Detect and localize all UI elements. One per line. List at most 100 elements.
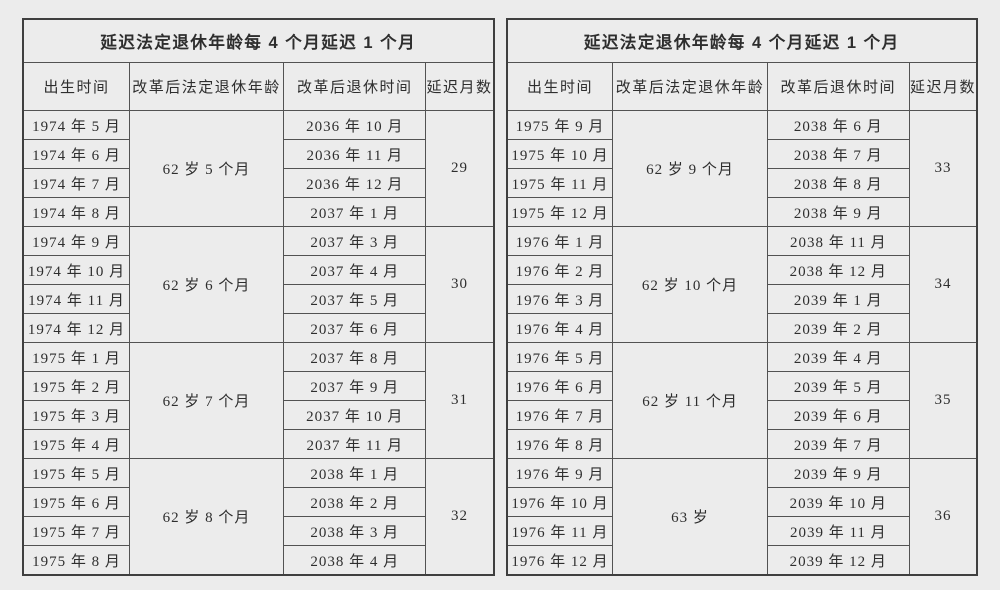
table-row: 1975 年 10 月 2038 年 7 月 (505, 139, 978, 169)
table-row: 1976 年 5 月 62 岁 11 个月 2039 年 4 月 35 (505, 342, 978, 459)
retirement-time-cell: 2037 年 8 月 (283, 342, 427, 372)
col-header-delay: 延迟月数 (425, 62, 494, 111)
table-row: 1975 年 2 月 2037 年 9 月 (22, 371, 494, 401)
retirement-age-cell: 62 岁 7 个月 (128, 342, 285, 459)
birth-month-cell: 1975 年 2 月 (22, 371, 130, 401)
table-row: 1974 年 5 月 62 岁 5 个月 2036 年 10 月 29 (22, 110, 494, 227)
table-title: 延迟法定退休年龄每 4 个月延迟 1 个月 (22, 18, 494, 63)
birth-month-cell: 1974 年 9 月 (22, 226, 130, 256)
retirement-time-cell: 2039 年 9 月 (766, 458, 910, 488)
table-row: 1975 年 3 月 2037 年 10 月 (22, 400, 494, 430)
table-row: 1975 年 4 月 2037 年 11 月 (22, 429, 494, 459)
retirement-time-cell: 2038 年 4 月 (283, 545, 427, 576)
birth-month-cell: 1974 年 6 月 (22, 139, 130, 169)
birth-month-cell: 1975 年 8 月 (22, 545, 130, 576)
delay-months-cell: 36 (908, 458, 978, 576)
retirement-age-cell: 62 岁 8 个月 (128, 458, 285, 576)
retirement-time-cell: 2038 年 11 月 (766, 226, 910, 256)
birth-month-cell: 1975 年 3 月 (22, 400, 130, 430)
retirement-age-cell: 62 岁 10 个月 (612, 226, 768, 343)
retirement-time-cell: 2038 年 9 月 (766, 197, 910, 227)
table-row: 1976 年 7 月 2039 年 6 月 (505, 400, 978, 430)
table-row: 1976 年 3 月 2039 年 1 月 (505, 284, 978, 314)
col-header-retire: 改革后退休时间 (283, 62, 427, 111)
table-row: 1974 年 7 月 2036 年 12 月 (22, 168, 494, 198)
birth-month-cell: 1976 年 1 月 (505, 226, 614, 256)
birth-month-cell: 1976 年 10 月 (505, 487, 614, 517)
retirement-age-cell: 62 岁 5 个月 (128, 110, 285, 227)
birth-month-cell: 1976 年 4 月 (505, 313, 614, 343)
table-row: 1975 年 11 月 2038 年 8 月 (505, 168, 978, 198)
table-row: 1976 年 1 月 62 岁 10 个月 2038 年 11 月 34 (505, 226, 978, 343)
delay-months-cell: 32 (425, 458, 494, 576)
table-row: 1976 年 2 月 2038 年 12 月 (505, 255, 978, 285)
table-row: 1975 年 12 月 2038 年 9 月 (505, 197, 978, 227)
birth-month-cell: 1976 年 9 月 (505, 458, 614, 488)
table-title-row: 延迟法定退休年龄每 4 个月延迟 1 个月 (506, 18, 978, 63)
column-header-row: 出生时间 改革后法定退休年龄 改革后退休时间 延迟月数 (505, 62, 978, 111)
delay-months-cell: 31 (425, 342, 494, 459)
table-row: 1974 年 8 月 2037 年 1 月 (22, 197, 494, 227)
retirement-time-cell: 2038 年 12 月 (766, 255, 910, 285)
delay-months-cell: 35 (908, 342, 978, 459)
birth-month-cell: 1975 年 11 月 (505, 168, 614, 198)
col-header-retire: 改革后退休时间 (766, 62, 910, 111)
table-row: 1975 年 1 月 62 岁 7 个月 2037 年 8 月 31 (22, 342, 494, 459)
birth-month-cell: 1976 年 2 月 (505, 255, 614, 285)
birth-month-cell: 1975 年 5 月 (22, 458, 130, 488)
retirement-time-cell: 2038 年 8 月 (766, 168, 910, 198)
retirement-time-cell: 2039 年 11 月 (766, 516, 910, 546)
retirement-time-cell: 2038 年 6 月 (766, 110, 910, 140)
table-row: 1976 年 12 月 2039 年 12 月 (505, 545, 978, 576)
col-header-birth: 出生时间 (22, 62, 130, 111)
column-header-row: 出生时间 改革后法定退休年龄 改革后退休时间 延迟月数 (22, 62, 494, 111)
table-row: 1975 年 8 月 2038 年 4 月 (22, 545, 494, 576)
retirement-time-cell: 2039 年 1 月 (766, 284, 910, 314)
table-row: 1974 年 12 月 2037 年 6 月 (22, 313, 494, 343)
retirement-time-cell: 2039 年 7 月 (766, 429, 910, 459)
table-row: 1975 年 6 月 2038 年 2 月 (22, 487, 494, 517)
retirement-age-cell: 63 岁 (612, 458, 768, 576)
birth-month-cell: 1975 年 9 月 (505, 110, 614, 140)
retirement-time-cell: 2039 年 12 月 (766, 545, 910, 576)
birth-month-cell: 1975 年 10 月 (505, 139, 614, 169)
retirement-time-cell: 2037 年 10 月 (283, 400, 427, 430)
retirement-time-cell: 2037 年 6 月 (283, 313, 427, 343)
birth-month-cell: 1974 年 7 月 (22, 168, 130, 198)
retirement-table-right: 延迟法定退休年龄每 4 个月延迟 1 个月 出生时间 改革后法定退休年龄 改革后退休时… (505, 18, 978, 576)
col-header-delay: 延迟月数 (908, 62, 978, 111)
delay-months-cell: 30 (425, 226, 494, 343)
birth-month-cell: 1976 年 6 月 (505, 371, 614, 401)
retirement-time-cell: 2037 年 9 月 (283, 371, 427, 401)
birth-month-cell: 1975 年 4 月 (22, 429, 130, 459)
birth-month-cell: 1974 年 10 月 (22, 255, 130, 285)
birth-month-cell: 1976 年 7 月 (505, 400, 614, 430)
retirement-time-cell: 2038 年 7 月 (766, 139, 910, 169)
retirement-table-left: 延迟法定退休年龄每 4 个月延迟 1 个月 出生时间 改革后法定退休年龄 改革后退休时… (22, 18, 495, 576)
birth-month-cell: 1974 年 11 月 (22, 284, 130, 314)
retirement-time-cell: 2038 年 1 月 (283, 458, 427, 488)
birth-month-cell: 1974 年 12 月 (22, 313, 130, 343)
retirement-time-cell: 2037 年 5 月 (283, 284, 427, 314)
retirement-time-cell: 2036 年 10 月 (283, 110, 427, 140)
retirement-time-cell: 2037 年 11 月 (283, 429, 427, 459)
table-row: 1974 年 6 月 2036 年 11 月 (22, 139, 494, 169)
retirement-time-cell: 2039 年 2 月 (766, 313, 910, 343)
retirement-age-cell: 62 岁 11 个月 (612, 342, 768, 459)
retirement-time-cell: 2039 年 4 月 (766, 342, 910, 372)
retirement-time-cell: 2038 年 2 月 (283, 487, 427, 517)
retirement-time-cell: 2037 年 4 月 (283, 255, 427, 285)
table-row: 1974 年 11 月 2037 年 5 月 (22, 284, 494, 314)
birth-month-cell: 1976 年 8 月 (505, 429, 614, 459)
table-row: 1975 年 9 月 62 岁 9 个月 2038 年 6 月 33 (505, 110, 978, 227)
retirement-age-cell: 62 岁 6 个月 (128, 226, 285, 343)
birth-month-cell: 1975 年 1 月 (22, 342, 130, 372)
birth-month-cell: 1976 年 3 月 (505, 284, 614, 314)
birth-month-cell: 1974 年 8 月 (22, 197, 130, 227)
col-header-age: 改革后法定退休年龄 (128, 62, 285, 111)
col-header-age: 改革后法定退休年龄 (612, 62, 768, 111)
birth-month-cell: 1975 年 7 月 (22, 516, 130, 546)
table-row: 1975 年 7 月 2038 年 3 月 (22, 516, 494, 546)
birth-month-cell: 1975 年 12 月 (505, 197, 614, 227)
retirement-time-cell: 2037 年 1 月 (283, 197, 427, 227)
